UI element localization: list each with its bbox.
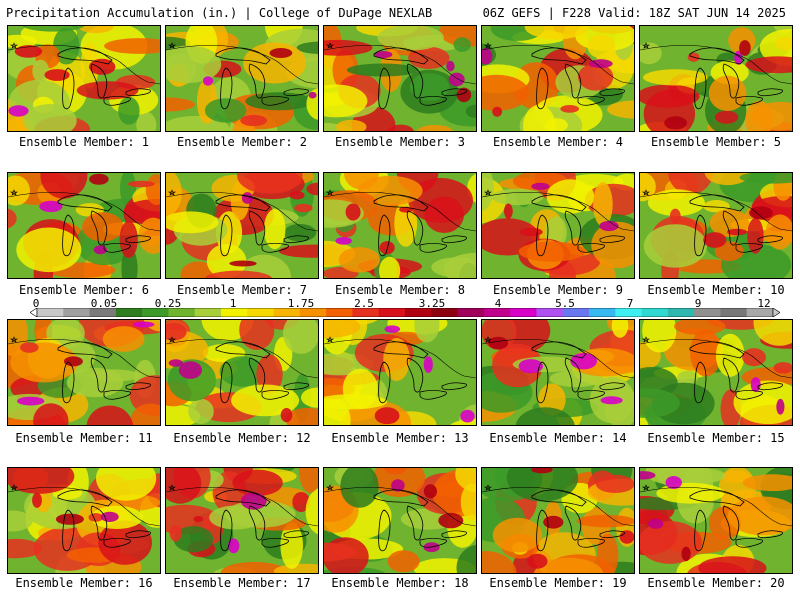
colorbar-segment [326, 308, 353, 317]
ensemble-map-panel [7, 467, 161, 574]
colorbar-segment [746, 308, 774, 317]
ensemble-map-panel [165, 467, 319, 574]
colorbar-tick-label: 1.75 [287, 297, 315, 310]
colorbar-segment [221, 308, 248, 317]
ensemble-map-panel [323, 25, 477, 132]
ensemble-map-panel [481, 467, 635, 574]
ensemble-map-panel [323, 467, 477, 574]
colorbar-tick-label: 3.25 [418, 297, 446, 310]
colorbar-segment [641, 308, 669, 317]
ensemble-member-label: Ensemble Member: 1 [18, 135, 150, 149]
ensemble-map-panel [7, 25, 161, 132]
model-run-info: 06Z GEFS | F228 Valid: 18Z SAT JUN 14 20… [482, 6, 786, 20]
ensemble-member-label: Ensemble Member: 15 [647, 431, 785, 445]
colorbar-segment [667, 308, 695, 317]
colorbar-segment [536, 308, 564, 317]
ensemble-map-panel [323, 172, 477, 279]
colorbar-segment [273, 308, 301, 317]
ensemble-member-label: Ensemble Member: 16 [15, 576, 153, 590]
colorbar-segment [694, 308, 721, 317]
ensemble-member-label: Ensemble Member: 8 [334, 283, 466, 297]
ensemble-member-label: Ensemble Member: 14 [489, 431, 627, 445]
colorbar-segment [37, 308, 64, 317]
ensemble-member-label: Ensemble Member: 11 [15, 431, 153, 445]
colorbar-segment [89, 308, 117, 317]
ensemble-map-panel [165, 319, 319, 426]
ensemble-member-label: Ensemble Member: 7 [176, 283, 308, 297]
colorbar-segment [431, 308, 458, 317]
colorbar-segment [352, 308, 380, 317]
ensemble-map-panel [165, 25, 319, 132]
ensemble-member-label: Ensemble Member: 18 [331, 576, 469, 590]
colorbar-tick-label: 5.5 [555, 297, 575, 310]
colorbar-tick-label: 1 [229, 297, 237, 310]
colorbar-tick-label: 4 [494, 297, 502, 310]
colorbar-segment [299, 308, 327, 317]
colorbar-tick-label: 9 [694, 297, 702, 310]
colorbar-segment [142, 308, 169, 317]
colorbar-segment [194, 308, 222, 317]
colorbar-segment [63, 308, 90, 317]
precipitation-colorbar [30, 308, 780, 317]
colorbar-tick-label: 7 [626, 297, 634, 310]
colorbar-segment [378, 308, 406, 317]
ensemble-member-label: Ensemble Member: 17 [173, 576, 311, 590]
colorbar-segment [405, 308, 432, 317]
ensemble-map-panel [323, 319, 477, 426]
ensemble-member-label: Ensemble Member: 5 [650, 135, 782, 149]
chart-title: Precipitation Accumulation (in.) | Colle… [6, 6, 433, 20]
colorbar-segment [457, 308, 485, 317]
colorbar-tick-label: 12 [757, 297, 771, 310]
colorbar-segment [720, 308, 748, 317]
colorbar-segment [115, 308, 143, 317]
ensemble-member-label: Ensemble Member: 12 [173, 431, 311, 445]
colorbar-segment [247, 308, 274, 317]
ensemble-map-panel [639, 172, 793, 279]
ensemble-member-label: Ensemble Member: 9 [492, 283, 624, 297]
ensemble-map-panel [639, 25, 793, 132]
colorbar-segment [168, 308, 196, 317]
colorbar-segment [483, 308, 511, 317]
ensemble-map-panel [639, 467, 793, 574]
ensemble-member-label: Ensemble Member: 4 [492, 135, 624, 149]
ensemble-map-panel [7, 172, 161, 279]
ensemble-member-label: Ensemble Member: 10 [647, 283, 785, 297]
ensemble-map-panel [481, 319, 635, 426]
colorbar-tick-label: 0.05 [90, 297, 118, 310]
colorbar-segment [615, 308, 642, 317]
ensemble-member-label: Ensemble Member: 13 [331, 431, 469, 445]
colorbar-segment [562, 308, 590, 317]
ensemble-member-label: Ensemble Member: 20 [647, 576, 785, 590]
colorbar-right-arrow [772, 308, 780, 317]
colorbar-segment [589, 308, 616, 317]
ensemble-member-label: Ensemble Member: 2 [176, 135, 308, 149]
ensemble-map-panel [481, 172, 635, 279]
colorbar-tick-label: 0.25 [154, 297, 182, 310]
colorbar-segment [510, 308, 537, 317]
ensemble-map-panel [481, 25, 635, 132]
ensemble-map-panel [165, 172, 319, 279]
colorbar-tick-label: 0 [32, 297, 40, 310]
ensemble-member-label: Ensemble Member: 3 [334, 135, 466, 149]
colorbar-tick-label: 2.5 [354, 297, 374, 310]
ensemble-member-label: Ensemble Member: 6 [18, 283, 150, 297]
ensemble-map-panel [639, 319, 793, 426]
ensemble-member-label: Ensemble Member: 19 [489, 576, 627, 590]
ensemble-map-panel [7, 319, 161, 426]
